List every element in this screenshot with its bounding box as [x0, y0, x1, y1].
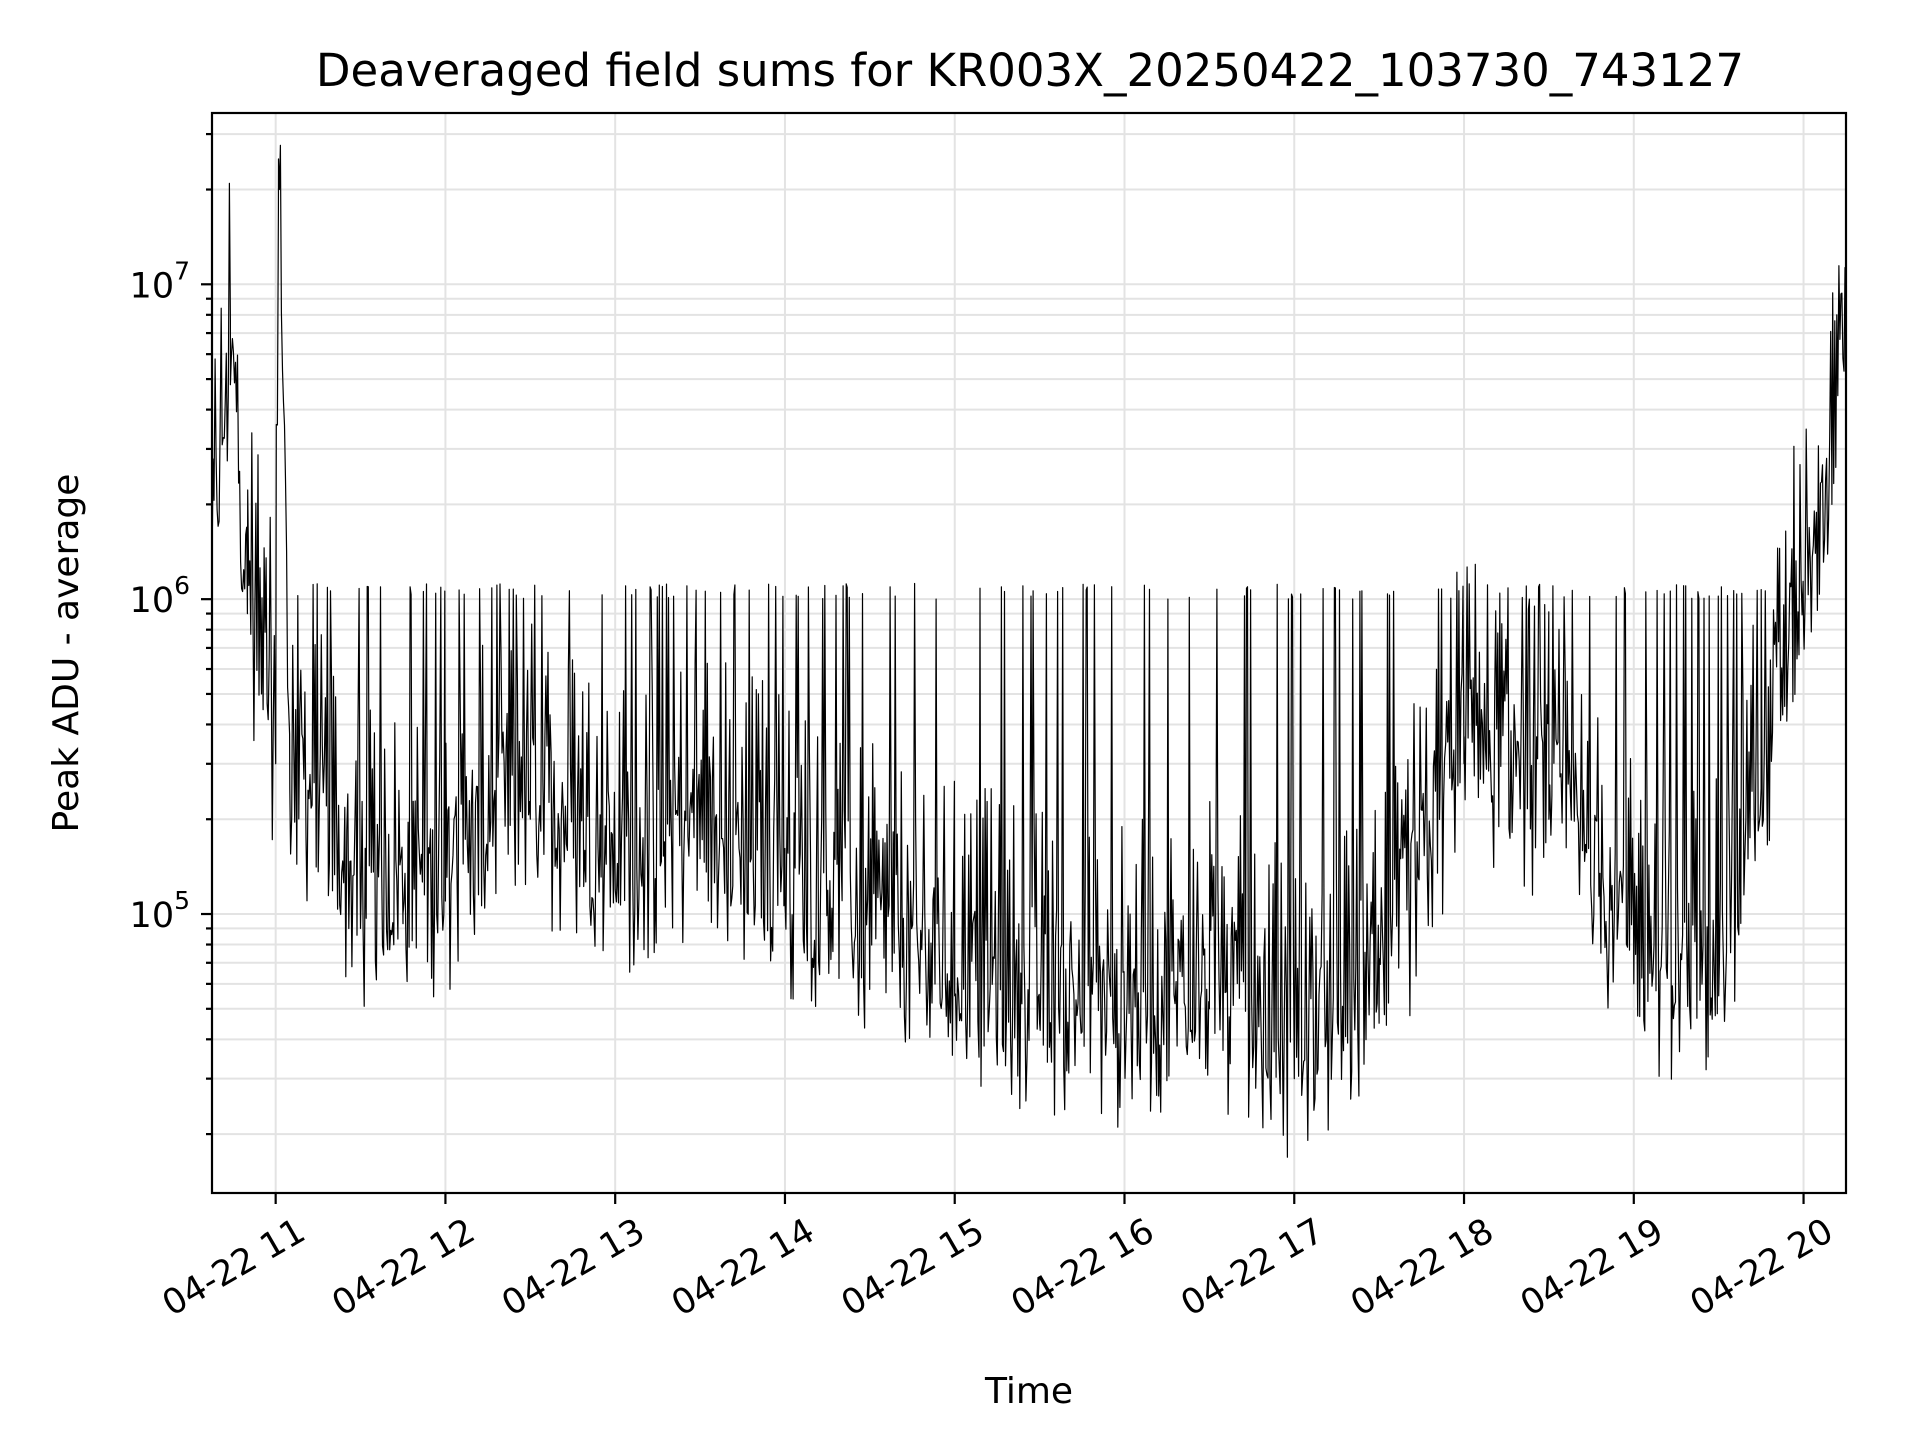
y-tick-label: 105 — [130, 886, 190, 936]
y-tick-exponent: 6 — [174, 571, 190, 600]
x-tick-label: 04-22 15 — [835, 1211, 991, 1324]
grid-lines — [212, 113, 1846, 1193]
x-tick-label: 04-22 17 — [1174, 1211, 1330, 1324]
x-tick-label: 04-22 12 — [326, 1211, 482, 1324]
x-tick-label: 04-22 16 — [1005, 1211, 1161, 1324]
x-axis-label: Time — [984, 1371, 1073, 1412]
plot-frame — [210, 111, 1848, 1195]
x-tick-label: 04-22 11 — [156, 1211, 312, 1324]
y-tick-label: 106 — [130, 571, 190, 621]
y-tick-label: 107 — [130, 256, 190, 306]
chart-title: Deaveraged field sums for KR003X_2025042… — [316, 44, 1744, 97]
y-tick-exponent: 7 — [174, 256, 190, 285]
x-tick-label: 04-22 20 — [1684, 1211, 1840, 1324]
x-tick-label: 04-22 19 — [1514, 1211, 1670, 1324]
y-axis-label: Peak ADU - average — [46, 474, 87, 833]
y-tick-base: 10 — [130, 581, 175, 621]
x-tick-label: 04-22 18 — [1344, 1211, 1500, 1324]
series-line — [211, 144, 1847, 1158]
x-tick-label: 04-22 14 — [665, 1211, 821, 1324]
y-tick-base: 10 — [130, 266, 175, 306]
x-tick-label: 04-22 13 — [495, 1211, 651, 1324]
y-tick-exponent: 5 — [174, 886, 190, 915]
x-axis: 04-22 11 04-22 12 04-22 13 04-22 14 04-22 15… — [156, 1193, 1840, 1324]
y-tick-base: 10 — [130, 896, 175, 936]
